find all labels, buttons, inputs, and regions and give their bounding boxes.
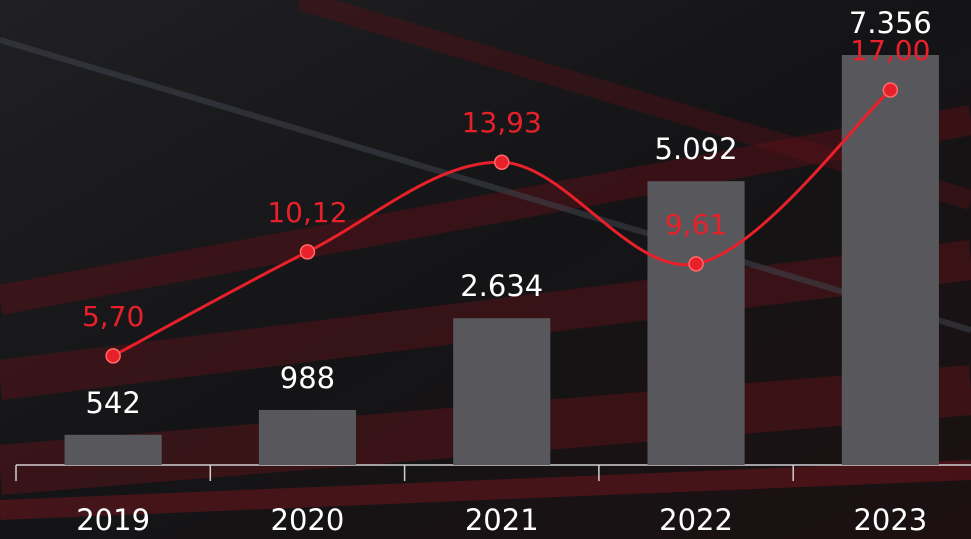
bar-value-label: 988 xyxy=(280,361,335,395)
x-tick-label: 2019 xyxy=(76,503,150,537)
line-point xyxy=(882,82,899,98)
bar xyxy=(258,409,357,465)
line-value-label: 17,00 xyxy=(850,34,930,67)
bar xyxy=(64,434,162,465)
bar-value-label: 542 xyxy=(85,386,140,420)
bar-value-label: 7.356 xyxy=(849,6,932,40)
bar xyxy=(453,318,551,465)
bar xyxy=(841,55,939,465)
x-tick-label: 2021 xyxy=(465,503,539,537)
bar-value-label: 2.634 xyxy=(460,269,543,303)
line-point xyxy=(688,256,704,272)
line-value-label: 5,70 xyxy=(82,300,144,333)
line-point xyxy=(494,154,510,170)
x-tick-label: 2023 xyxy=(853,503,927,537)
line-value-label: 9,61 xyxy=(665,208,727,241)
line-value-label: 13,93 xyxy=(462,106,542,139)
bar xyxy=(647,181,745,465)
line-value-label: 10,12 xyxy=(267,196,347,229)
x-tick-label: 2022 xyxy=(659,503,733,537)
line-point xyxy=(299,244,316,260)
line-point xyxy=(105,348,121,364)
bar-value-label: 5.092 xyxy=(655,132,738,166)
x-tick-label: 2020 xyxy=(271,503,345,537)
